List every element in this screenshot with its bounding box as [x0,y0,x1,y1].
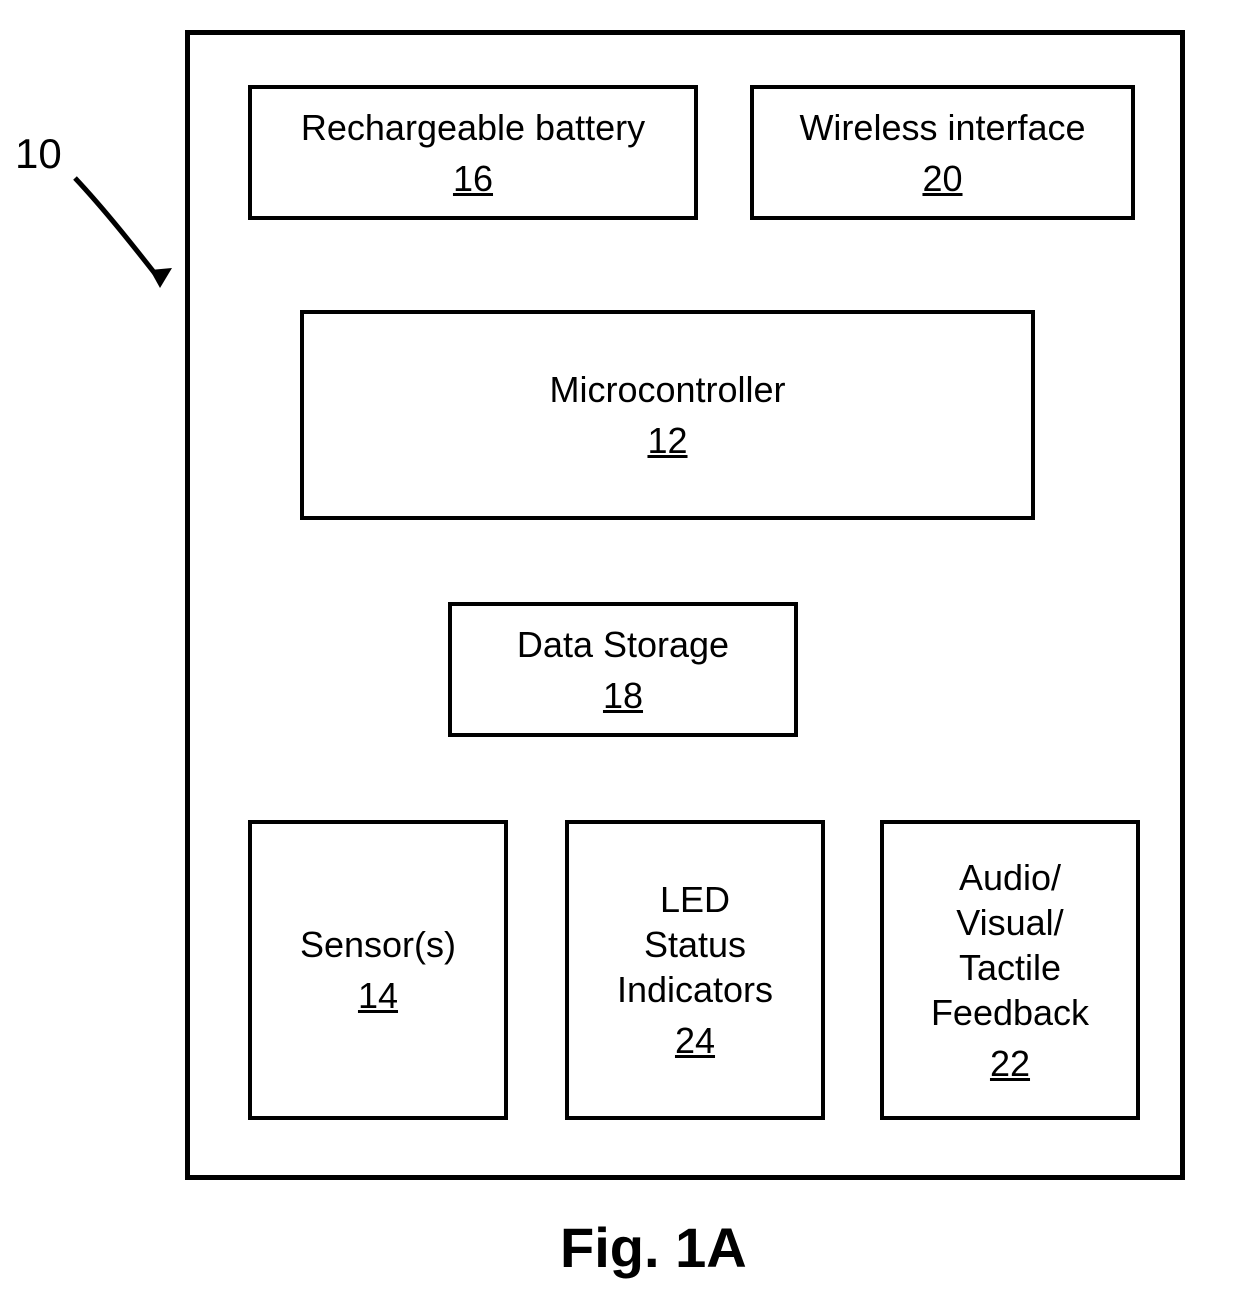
box-refnum: 14 [358,973,398,1018]
box-label: Sensor(s) [300,922,456,967]
box-label: Rechargeable battery [301,105,645,150]
box-refnum: 16 [453,156,493,201]
box-label: Wireless interface [799,105,1085,150]
box-refnum: 24 [675,1018,715,1063]
led-status-box: LED Status Indicators 24 [565,820,825,1120]
figure-stage: 10 Rechargeable battery 16 Wireless inte… [0,0,1240,1304]
box-label: Data Storage [517,622,729,667]
box-refnum: 18 [603,673,643,718]
feedback-box: Audio/ Visual/ Tactile Feedback 22 [880,820,1140,1120]
box-refnum: 20 [922,156,962,201]
rechargeable-battery-box: Rechargeable battery 16 [248,85,698,220]
wireless-interface-box: Wireless interface 20 [750,85,1135,220]
box-refnum: 12 [647,418,687,463]
box-label: Audio/ Visual/ Tactile Feedback [931,855,1089,1035]
sensors-box: Sensor(s) 14 [248,820,508,1120]
data-storage-box: Data Storage 18 [448,602,798,737]
callout-arrow-icon [0,0,200,320]
microcontroller-box: Microcontroller 12 [300,310,1035,520]
box-label: Microcontroller [549,367,785,412]
box-refnum: 22 [990,1041,1030,1086]
box-label: LED Status Indicators [617,877,773,1012]
figure-caption: Fig. 1A [560,1215,747,1280]
